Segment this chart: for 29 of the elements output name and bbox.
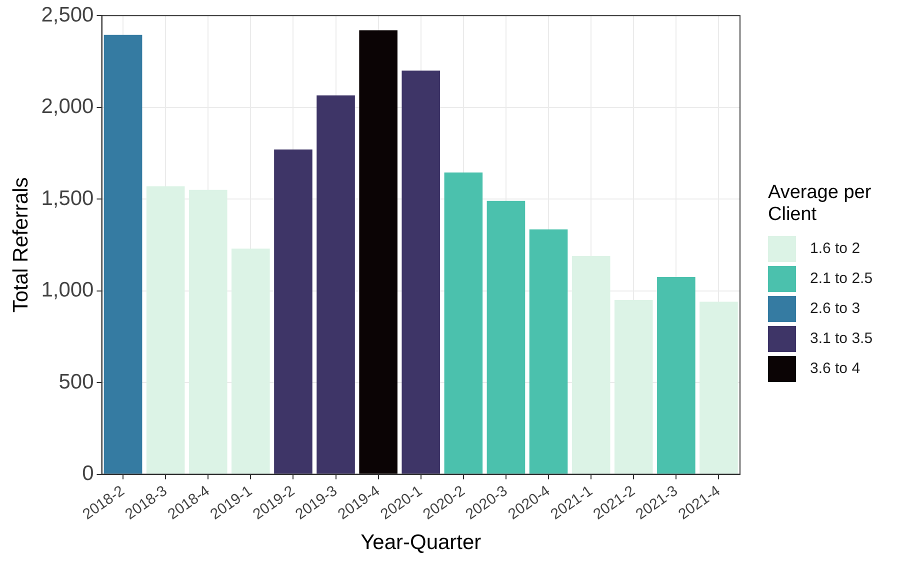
bar xyxy=(104,34,142,474)
bar xyxy=(188,190,228,474)
y-tick-label: 2,500 xyxy=(41,3,94,26)
bar xyxy=(486,200,526,474)
y-axis-title: Total Referrals xyxy=(9,177,32,313)
y-tick-label: 0 xyxy=(82,462,94,486)
bar xyxy=(657,277,696,474)
y-tick-label: 500 xyxy=(58,370,94,394)
bar xyxy=(274,150,312,474)
y-tick-label: 1,000 xyxy=(41,278,94,302)
legend-label: 2.6 to 3 xyxy=(810,300,860,317)
legend-label: 3.1 to 3.5 xyxy=(810,330,873,347)
bar xyxy=(146,186,185,474)
x-axis-title: Year-Quarter xyxy=(360,531,482,554)
y-tick-label: 2,000 xyxy=(41,95,94,118)
bar xyxy=(316,95,355,474)
bar xyxy=(444,172,483,474)
legend-label: 3.6 to 4 xyxy=(810,360,860,377)
bar xyxy=(572,256,610,474)
bar xyxy=(529,229,568,474)
legend-label: 1.6 to 2 xyxy=(810,240,860,257)
bar xyxy=(402,70,440,474)
bar xyxy=(614,300,653,474)
legend-label: 2.1 to 2.5 xyxy=(810,270,873,287)
y-tick-label: 1,500 xyxy=(41,186,94,210)
bar xyxy=(359,30,398,474)
legend-title: Average per Client xyxy=(768,182,872,226)
bar xyxy=(232,248,270,474)
bar xyxy=(700,302,738,474)
